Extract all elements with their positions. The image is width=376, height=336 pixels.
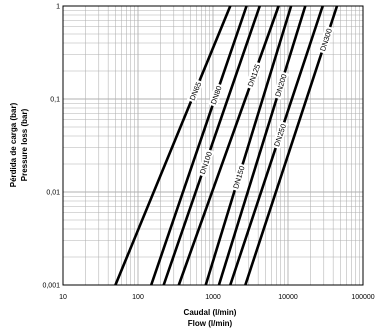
series-label-dn250: DN250 — [271, 120, 289, 150]
series-label-text: DN200 — [273, 73, 289, 98]
series-label-bg — [245, 61, 263, 90]
x-axis-title-es: Caudal (l/min) — [184, 308, 237, 317]
series-line-dn125 — [177, 5, 280, 286]
series-label-bg — [317, 25, 335, 55]
series-label-bg — [208, 83, 224, 108]
x-tick-labels: 10 100 1000 10000 100000 — [59, 294, 375, 301]
grid — [62, 6, 363, 286]
y-tick-label: 0,001 — [42, 283, 60, 290]
series-line-dn200 — [217, 5, 307, 286]
series-line-dn150 — [204, 5, 293, 286]
series-line-dn65 — [114, 5, 232, 286]
y-tick-labels: 0,001 0,01 0,1 1 — [42, 4, 60, 290]
x-tick-label: 10 — [59, 294, 67, 301]
x-tick-label: 100 — [132, 294, 144, 301]
series-lines — [114, 5, 339, 286]
series-label-dn80: DN80 — [208, 83, 224, 108]
series-label-text: DN80 — [209, 85, 224, 106]
y-tick-label: 1 — [56, 4, 60, 11]
plot-frame — [62, 5, 364, 286]
series-label-bg — [271, 120, 289, 150]
series-label-dn150: DN150 — [230, 163, 247, 192]
series-label-bg — [186, 79, 204, 104]
x-axis-title-en: Flow (l/min) — [188, 319, 233, 328]
series-label-bg — [272, 71, 290, 100]
x-tick-label: 100000 — [351, 294, 374, 301]
y-tick-label: 0,1 — [50, 97, 60, 104]
series-label-dn300: DN300 — [317, 25, 335, 55]
series-label-text: DN150 — [231, 165, 246, 190]
series-label-dn200: DN200 — [272, 71, 290, 100]
series-line-dn80 — [149, 5, 248, 286]
y-tick-label: 0,01 — [46, 190, 60, 197]
series-label-text: DN250 — [272, 123, 288, 148]
x-tick-label: 10000 — [278, 294, 298, 301]
series-label-dn125: DN125 — [245, 61, 263, 90]
y-axis-title-es: Pérdida de carga (bar) — [9, 102, 18, 187]
y-axis-title-en: Pressure loss (bar) — [20, 108, 29, 181]
series-label-dn100: DN100 — [197, 148, 215, 178]
series-line-dn100 — [162, 5, 261, 286]
series-label-bg — [197, 148, 215, 178]
series-label-text: DN300 — [318, 27, 334, 52]
series-label-bg — [230, 163, 247, 192]
series-label-text: DN100 — [198, 150, 214, 175]
series-label-text: DN125 — [246, 63, 262, 88]
x-tick-label: 1000 — [205, 294, 221, 301]
